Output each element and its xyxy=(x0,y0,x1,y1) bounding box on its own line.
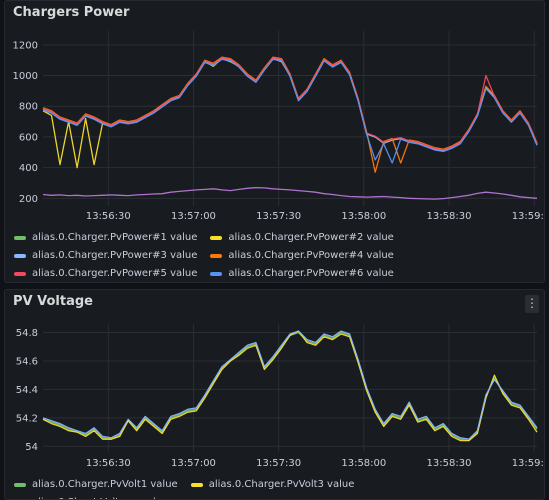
legend-label: alias.0.Charger.PvPower#6 value xyxy=(228,268,394,279)
x-tick-label: 13:57:00 xyxy=(171,211,216,222)
chargers-power-panel: Chargers Power 200 400 600 800 1000 1200 13:56… xyxy=(4,0,545,283)
legend-swatch xyxy=(14,271,26,276)
legend-label: alias.0.Shunt.Voltage value xyxy=(32,497,168,499)
y-tick-label: 800 xyxy=(19,102,38,113)
legend-item[interactable]: alias.0.Charger.PvVolt3 value xyxy=(190,477,355,492)
x-tick-label: 13:58:30 xyxy=(427,458,472,469)
chargers-power-chart: 200 400 600 800 1000 1200 13:56:30 13:57:00 13:5… xyxy=(13,31,545,222)
x-tick-label: 13:57:30 xyxy=(256,458,301,469)
panel-title: Chargers Power xyxy=(13,5,130,20)
legend-item[interactable]: alias.0.Shunt.Voltage value xyxy=(14,495,168,499)
legend-label: alias.0.Charger.PvPower#5 value xyxy=(32,268,198,279)
legend-label: alias.0.Charger.PvPower#3 value xyxy=(32,250,198,261)
kebab-menu-icon[interactable]: ⋮ xyxy=(525,295,539,313)
x-tick-label: 13:57:30 xyxy=(256,211,301,222)
x-tick-label: 13:58:00 xyxy=(341,458,386,469)
y-tick-label: 54.4 xyxy=(16,385,38,396)
legend-label: alias.0.Charger.PvPower#4 value xyxy=(228,250,394,261)
legend-item[interactable]: alias.0.Charger.PvPower#5 value xyxy=(14,266,197,281)
y-tick-label: 200 xyxy=(19,194,38,205)
legend-label: alias.0.Charger.PvPower#2 value xyxy=(228,232,394,243)
series-line xyxy=(42,330,538,440)
legend-swatch xyxy=(14,253,26,258)
chart-legend: alias.0.Charger.PvVolt1 value alias.0.Cha… xyxy=(14,477,534,499)
legend-label: alias.0.Charger.PvPower#1 value xyxy=(32,232,198,243)
y-tick-label: 400 xyxy=(19,163,38,174)
legend-label: alias.0.Charger.PvVolt1 value xyxy=(32,479,178,490)
legend-swatch xyxy=(14,482,26,487)
series-line xyxy=(42,186,538,200)
legend-item[interactable]: alias.0.Charger.PvPower#1 value xyxy=(14,230,197,245)
legend-label: alias.0.Charger.PvVolt3 value xyxy=(208,479,355,490)
x-tick-label: 13:56:30 xyxy=(86,458,131,469)
legend-item[interactable]: alias.0.Charger.PvPower#6 value xyxy=(210,266,394,281)
x-tick-label: 13:58:00 xyxy=(341,211,386,222)
legend-item[interactable]: alias.0.Charger.PvVolt1 value xyxy=(14,477,178,492)
y-tick-label: 54.8 xyxy=(16,328,38,339)
chart-legend: alias.0.Charger.PvPower#1 value alias.0.C… xyxy=(14,230,534,282)
y-tick-label: 1000 xyxy=(13,71,38,82)
x-tick-label: 13:58:30 xyxy=(427,211,472,222)
y-tick-label: 600 xyxy=(19,132,38,143)
panel-title: PV Voltage xyxy=(13,294,93,309)
x-tick-label: 13:59:00 xyxy=(512,458,545,469)
legend-item[interactable]: alias.0.Charger.PvPower#4 value xyxy=(210,248,394,263)
series-line xyxy=(42,57,538,151)
y-tick-label: 54 xyxy=(25,442,38,453)
legend-swatch xyxy=(210,235,223,240)
legend-item[interactable]: alias.0.Charger.PvPower#3 value xyxy=(14,248,197,263)
x-tick-label: 13:56:30 xyxy=(86,211,131,222)
legend-swatch xyxy=(210,271,223,276)
y-tick-label: 54.6 xyxy=(16,356,38,367)
series-line xyxy=(42,330,538,442)
legend-swatch xyxy=(190,482,203,487)
pv-voltage-chart: 54 54.2 54.4 54.6 54.8 13:56:30 13:57:00 13:57:… xyxy=(16,324,545,469)
series-line xyxy=(42,58,538,164)
y-tick-label: 54.2 xyxy=(16,413,38,424)
x-tick-label: 13:57:00 xyxy=(171,458,216,469)
legend-swatch xyxy=(210,253,223,258)
series-line xyxy=(42,331,538,442)
legend-item[interactable]: alias.0.Charger.PvPower#2 value xyxy=(210,230,394,245)
legend-swatch xyxy=(14,235,26,240)
x-tick-label: 13:59:00 xyxy=(512,211,545,222)
pv-voltage-panel: PV Voltage ⋮ 54 54.2 54.4 54.6 54.8 13:56:30 1… xyxy=(4,289,545,500)
y-tick-label: 1200 xyxy=(13,40,38,51)
